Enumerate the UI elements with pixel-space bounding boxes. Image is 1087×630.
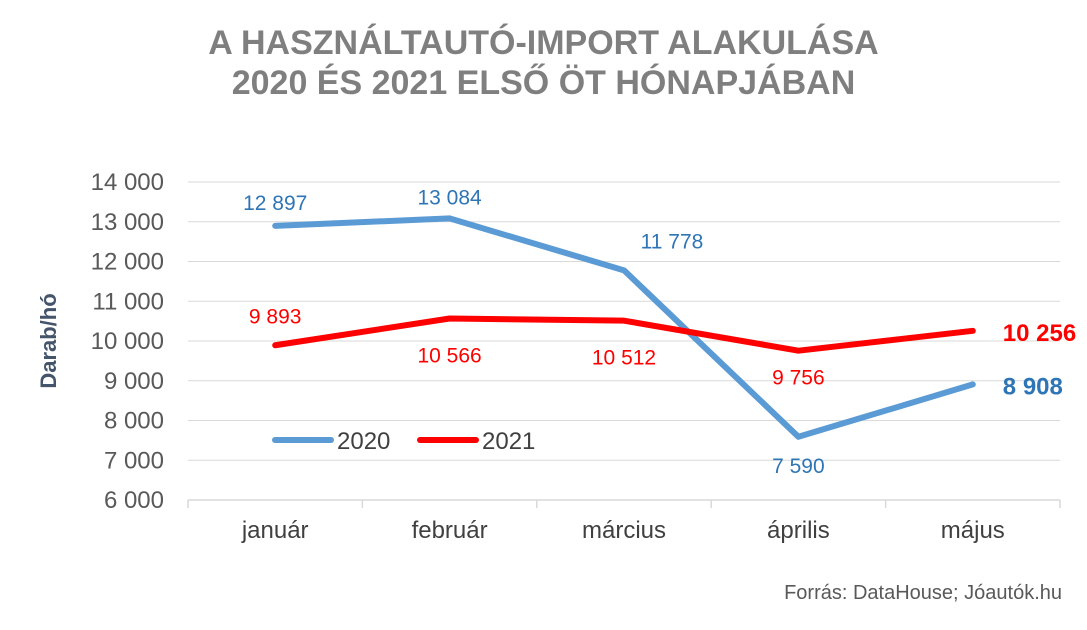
y-tick-label: 7 000 <box>104 447 164 474</box>
x-tick-label: január <box>241 517 309 544</box>
y-tick-label: 6 000 <box>104 487 164 514</box>
x-tick-label: április <box>767 517 830 544</box>
y-tick-label: 10 000 <box>91 328 164 355</box>
y-axis-label: Darab/hó <box>36 293 61 388</box>
data-label-2020: 7 590 <box>772 455 825 478</box>
chart-title-line-1: A HASZNÁLTAUTÓ-IMPORT ALAKULÁSA <box>208 24 879 62</box>
y-tick-label: 12 000 <box>91 249 164 276</box>
data-label-2020: 12 897 <box>243 192 307 215</box>
y-tick-label: 14 000 <box>91 169 164 196</box>
data-label-2020: 8 908 <box>1003 373 1063 400</box>
series-line-2020 <box>272 215 976 440</box>
legend-label-2021: 2021 <box>482 428 535 455</box>
series-line-2021 <box>272 315 976 354</box>
x-tick-label: május <box>941 517 1005 544</box>
data-label-2021: 9 756 <box>772 367 825 390</box>
legend-label-2020: 2020 <box>337 428 390 455</box>
data-label-2020: 11 778 <box>641 230 704 253</box>
source-note: Forrás: DataHouse; Jóautók.hu <box>784 582 1062 604</box>
x-tick-label: március <box>582 517 666 544</box>
data-label-2021: 10 512 <box>592 347 656 370</box>
y-tick-label: 8 000 <box>104 408 164 435</box>
x-tick-label: február <box>412 517 488 544</box>
y-tick-label: 13 000 <box>91 209 164 236</box>
data-label-2021: 9 893 <box>249 305 302 328</box>
data-label-2020: 13 084 <box>417 186 482 209</box>
data-label-2021: 10 256 <box>1003 320 1076 347</box>
chart-title-line-2: 2020 ÉS 2021 ELSŐ ÖT HÓNAPJÁBAN <box>231 64 856 102</box>
data-label-2021: 10 566 <box>417 345 481 368</box>
y-tick-label: 11 000 <box>92 288 164 315</box>
y-tick-label: 9 000 <box>104 368 164 395</box>
